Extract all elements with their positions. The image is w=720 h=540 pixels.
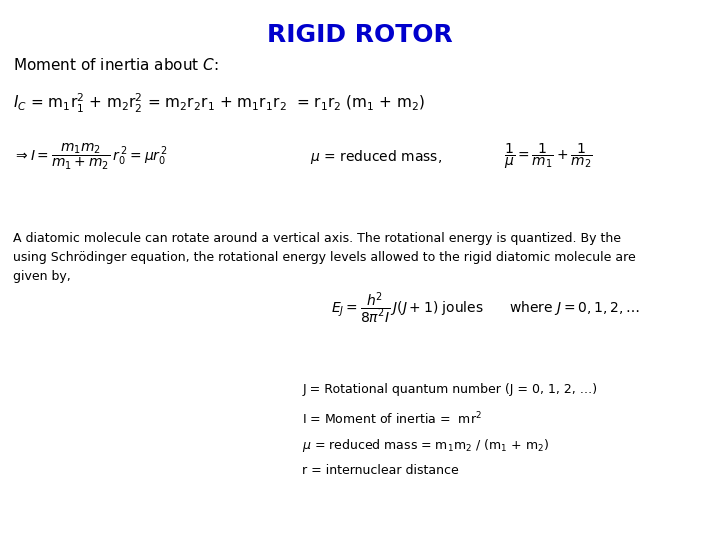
Text: I = Moment of inertia =  mr$^2$: I = Moment of inertia = mr$^2$ (302, 410, 482, 427)
Text: $\mu$ = reduced mass,: $\mu$ = reduced mass, (310, 147, 442, 166)
Text: RIGID ROTOR: RIGID ROTOR (267, 23, 453, 46)
Text: $\Rightarrow I = \dfrac{m_1 m_2}{m_1 + m_2}\,r_0^{\,2} = \mu r_0^{\,2}$: $\Rightarrow I = \dfrac{m_1 m_2}{m_1 + m… (13, 141, 168, 172)
Text: $E_J = \dfrac{h^2}{8\pi^2 I}\, J(J+1)$ joules      where $J = 0, 1, 2, \ldots$: $E_J = \dfrac{h^2}{8\pi^2 I}\, J(J+1)$ j… (331, 290, 640, 326)
Text: $I_C$ = m$_1$r$_1^2$ + m$_2$r$_2^2$ = m$_2$r$_2$r$_1$ + m$_1$r$_1$r$_2$  = r$_1$: $I_C$ = m$_1$r$_1^2$ + m$_2$r$_2^2$ = m$… (13, 92, 426, 115)
Text: J = Rotational quantum number (J = 0, 1, 2, …): J = Rotational quantum number (J = 0, 1,… (302, 383, 598, 396)
Text: A diatomic molecule can rotate around a vertical axis. The rotational energy is : A diatomic molecule can rotate around a … (13, 232, 636, 283)
Text: Moment of inertia about $\mathit{C}$:: Moment of inertia about $\mathit{C}$: (13, 57, 219, 73)
Text: $\dfrac{1}{\mu} = \dfrac{1}{m_1} + \dfrac{1}{m_2}$: $\dfrac{1}{\mu} = \dfrac{1}{m_1} + \dfra… (504, 142, 593, 171)
Text: r = internuclear distance: r = internuclear distance (302, 464, 459, 477)
Text: $\mu$ = reduced mass = m$_1$m$_2$ / (m$_1$ + m$_2$): $\mu$ = reduced mass = m$_1$m$_2$ / (m$_… (302, 437, 549, 454)
